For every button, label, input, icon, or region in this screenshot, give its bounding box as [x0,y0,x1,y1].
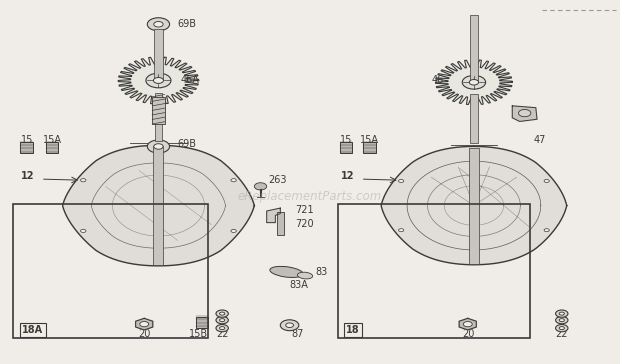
Circle shape [556,310,568,317]
Circle shape [219,327,225,330]
Bar [470,94,477,143]
Text: 87: 87 [291,329,304,339]
Circle shape [219,312,225,315]
Circle shape [146,73,171,88]
Text: 15: 15 [340,135,352,145]
Circle shape [216,325,228,332]
Text: eReplacementParts.com: eReplacementParts.com [238,190,382,203]
Circle shape [254,183,267,190]
Circle shape [154,21,163,27]
Polygon shape [63,145,254,266]
Circle shape [153,78,164,83]
Polygon shape [267,208,280,223]
Circle shape [140,321,149,327]
Text: 69B: 69B [177,19,196,28]
Circle shape [544,229,549,232]
Bar [195,317,208,328]
Circle shape [556,317,568,324]
Bar [20,142,33,153]
Text: 20: 20 [462,329,474,339]
Ellipse shape [298,272,312,279]
Circle shape [463,321,472,327]
Polygon shape [136,318,153,330]
Text: 83A: 83A [290,280,309,290]
Circle shape [154,144,163,149]
Circle shape [216,317,228,324]
Text: 12: 12 [341,171,355,181]
Circle shape [544,179,549,182]
Text: 721: 721 [295,205,314,215]
Polygon shape [381,146,567,265]
Circle shape [556,325,568,332]
Circle shape [148,18,170,31]
Circle shape [216,310,228,317]
Circle shape [463,75,485,89]
Text: 18: 18 [346,325,360,335]
Bar [154,146,164,265]
Text: 12: 12 [21,171,35,181]
Circle shape [81,179,86,182]
Circle shape [471,150,477,153]
Text: 263: 263 [268,175,286,185]
Bar [340,142,352,153]
Text: 15A: 15A [360,135,379,145]
Bar [46,142,58,153]
Text: 15: 15 [20,135,33,145]
Circle shape [559,327,564,330]
Bar [338,204,529,338]
Text: 83: 83 [315,267,327,277]
Circle shape [559,318,564,322]
Text: 46A: 46A [180,75,199,85]
Circle shape [399,229,404,232]
Text: 46: 46 [432,75,445,85]
Text: 15B: 15B [189,329,208,339]
Text: 18A: 18A [22,325,43,335]
Bar [469,15,478,81]
Text: 47: 47 [534,135,546,145]
Text: 69B: 69B [177,139,196,149]
Circle shape [231,179,236,182]
Circle shape [399,179,404,182]
Bar [153,97,165,124]
Text: 15A: 15A [43,135,61,145]
Bar [277,212,284,234]
Circle shape [471,258,477,261]
Bar [363,142,376,153]
Circle shape [219,318,225,322]
Circle shape [280,320,299,331]
Bar [469,147,479,264]
Circle shape [559,312,564,315]
Text: 720: 720 [295,219,314,229]
Circle shape [156,148,161,151]
Bar [13,204,208,338]
Polygon shape [512,106,537,122]
Polygon shape [118,57,198,104]
Circle shape [518,110,531,117]
Polygon shape [459,318,476,330]
Circle shape [469,80,479,85]
Circle shape [148,140,170,153]
Circle shape [231,229,236,233]
Circle shape [81,229,86,233]
Ellipse shape [270,266,303,277]
Text: 22: 22 [555,329,567,339]
Circle shape [286,323,293,328]
Circle shape [156,260,161,263]
Text: 20: 20 [138,329,151,339]
Polygon shape [436,60,512,105]
Text: 22: 22 [216,329,228,339]
Bar [155,93,162,141]
Bar [154,29,163,79]
